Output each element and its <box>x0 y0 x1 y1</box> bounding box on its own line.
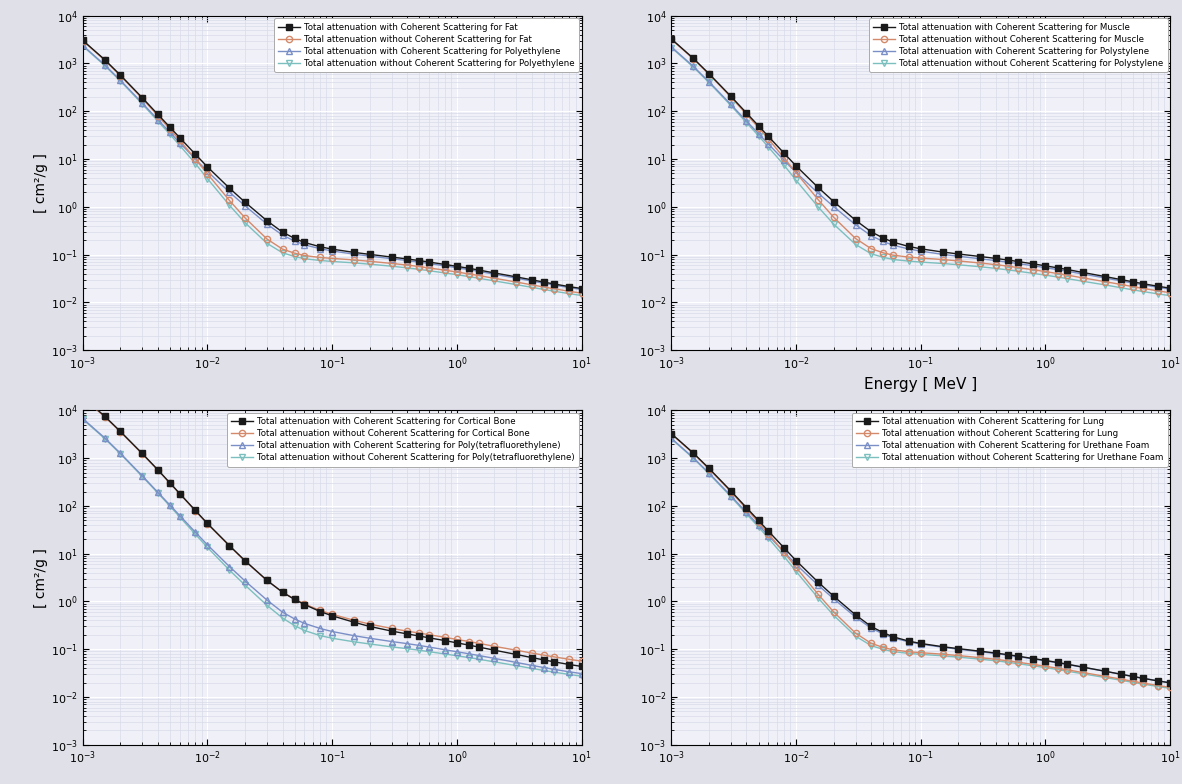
Legend: Total attenuation with Coherent Scattering for Fat, Total attenuation without Co: Total attenuation with Coherent Scatteri… <box>274 18 579 72</box>
Legend: Total attenuation with Coherent Scattering for Muscle, Total attenuation without: Total attenuation with Coherent Scatteri… <box>869 18 1168 72</box>
Legend: Total attenuation with Coherent Scattering for Lung, Total attenuation without C: Total attenuation with Coherent Scatteri… <box>852 413 1168 466</box>
X-axis label: Energy [ MeV ]: Energy [ MeV ] <box>864 377 978 392</box>
Y-axis label: [ cm²/g ]: [ cm²/g ] <box>34 153 48 212</box>
Legend: Total attenuation with Coherent Scattering for Cortical Bone, Total attenuation : Total attenuation with Coherent Scatteri… <box>227 413 579 466</box>
Y-axis label: [ cm²/g ]: [ cm²/g ] <box>34 548 48 608</box>
